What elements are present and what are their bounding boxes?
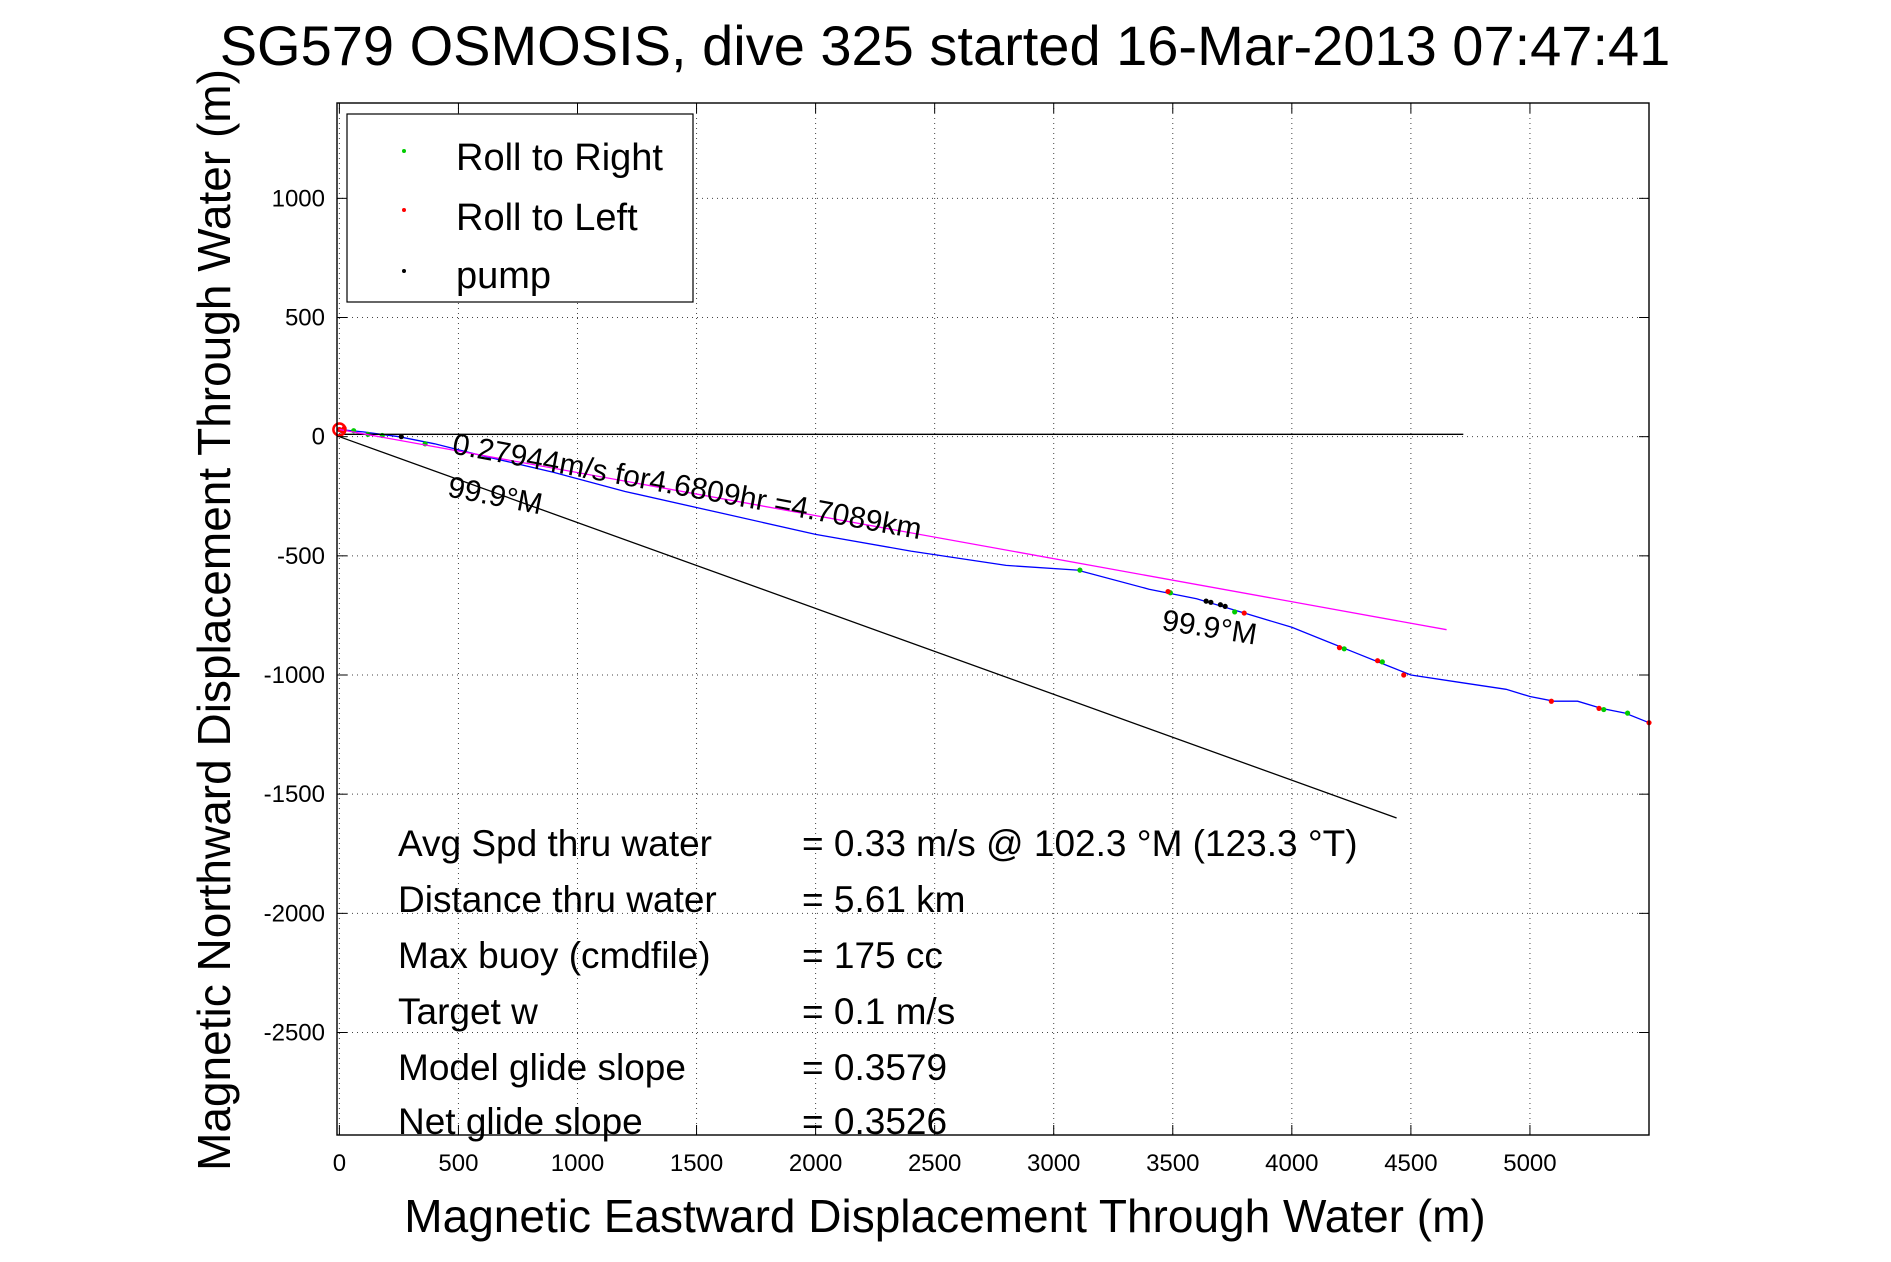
legend-marker-roll-right (402, 149, 406, 153)
start-marker (332, 422, 347, 437)
stat-value: = 175 cc (802, 935, 943, 976)
point-pump (1208, 599, 1214, 605)
x-tick-label: 2000 (789, 1150, 842, 1177)
y-tick-label: 1000 (272, 185, 325, 212)
point-roll-to-right (1624, 710, 1631, 716)
legend-marker-pump (402, 269, 406, 273)
legend-label-roll-left: Roll to Left (456, 197, 638, 239)
x-tick-label: 1000 (551, 1150, 604, 1177)
legend-label-roll-right: Roll to Right (456, 137, 663, 179)
stat-label: Model glide slope (398, 1047, 686, 1088)
grid (337, 103, 1649, 1135)
stat-label: Max buoy (cmdfile) (398, 935, 711, 976)
y-axis-label: Magnetic Northward Displacement Through … (188, 69, 240, 1171)
stat-label: Avg Spd thru water (398, 823, 712, 864)
point-pump (1203, 598, 1209, 604)
legend: Roll to Right Roll to Left pump (346, 113, 694, 303)
point-roll-to-left (1401, 672, 1407, 678)
y-tick-label: 0 (312, 424, 325, 451)
legend-marker-roll-left (402, 208, 406, 212)
tick-labels: 0 500 1000 1500 2000 2500 3000 3500 4000 4500 5000… (264, 103, 1649, 1177)
stat-label: Target w (398, 991, 538, 1032)
y-tick-label: -2500 (264, 1020, 325, 1047)
chart-title: SG579 OSMOSIS, dive 325 started 16-Mar-2… (220, 14, 1671, 77)
stat-label: Distance thru water (398, 879, 717, 920)
x-tick-label: 0 (333, 1150, 346, 1177)
legend-label-pump: pump (456, 255, 551, 297)
stat-value: = 0.33 m/s @ 102.3 °M (123.3 °T) (802, 823, 1358, 864)
y-tick-label: 500 (285, 305, 325, 332)
x-tick-label: 5000 (1503, 1150, 1556, 1177)
x-tick-label: 2500 (908, 1150, 961, 1177)
y-tick-label: -1000 (264, 662, 325, 689)
stats-block: Avg Spd thru water = 0.33 m/s @ 102.3 °M… (398, 823, 1358, 1142)
point-roll-to-left (1241, 610, 1247, 616)
point-roll-to-right (1077, 567, 1083, 573)
point-roll-to-right (1379, 659, 1385, 665)
point-roll-to-left (1596, 705, 1602, 711)
point-roll-to-left (1336, 645, 1343, 651)
stat-value: = 5.61 km (802, 879, 966, 920)
point-roll-to-right (1341, 646, 1347, 652)
x-tick-label: 4500 (1384, 1150, 1437, 1177)
point-roll-to-left (1165, 588, 1171, 595)
y-tick-label: -2000 (264, 900, 325, 927)
series-layer (332, 422, 1652, 819)
stat-label: Net glide slope (398, 1101, 643, 1142)
stat-value: = 0.3526 (802, 1101, 947, 1142)
series-line-99-9-m-heading-line (339, 436, 1397, 819)
point-pump (1217, 602, 1223, 608)
point-roll-to-left (1374, 658, 1381, 664)
x-axis-label: Magnetic Eastward Displacement Through W… (404, 1190, 1485, 1242)
x-tick-label: 500 (438, 1150, 478, 1177)
x-tick-label: 4000 (1265, 1150, 1318, 1177)
x-tick-label: 1500 (670, 1150, 723, 1177)
x-tick-label: 3000 (1027, 1150, 1080, 1177)
x-tick-label: 3500 (1146, 1150, 1199, 1177)
series-line-average-track (339, 428, 1447, 631)
point-roll-to-right (1232, 609, 1238, 615)
point-roll-to-left (1548, 698, 1554, 704)
point-pump (1222, 603, 1228, 609)
point-roll-to-right (1601, 706, 1607, 713)
point-pump (398, 434, 404, 440)
plot-frame (336, 102, 1650, 1136)
y-tick-label: -1500 (264, 781, 325, 808)
stat-value: = 0.3579 (802, 1047, 947, 1088)
stat-value: = 0.1 m/s (802, 991, 955, 1032)
y-tick-label: -500 (277, 543, 325, 570)
